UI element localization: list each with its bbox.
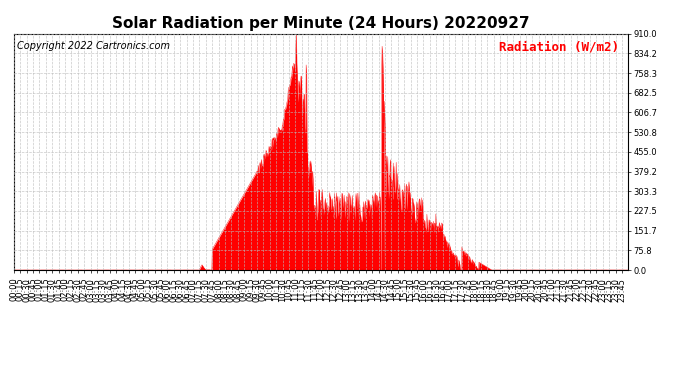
Text: Radiation (W/m2): Radiation (W/m2) — [499, 41, 619, 54]
Title: Solar Radiation per Minute (24 Hours) 20220927: Solar Radiation per Minute (24 Hours) 20… — [112, 16, 530, 31]
Text: Copyright 2022 Cartronics.com: Copyright 2022 Cartronics.com — [17, 41, 170, 51]
